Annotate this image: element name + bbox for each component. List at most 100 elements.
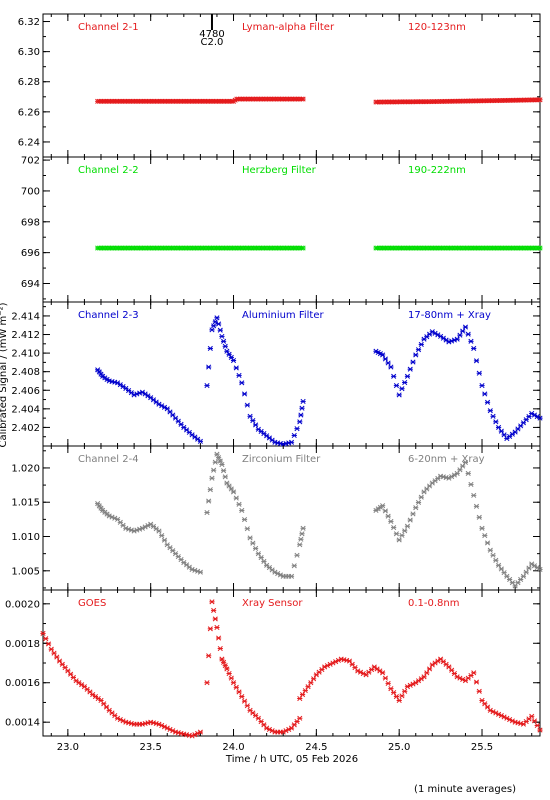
data-point	[537, 727, 543, 733]
data-point	[479, 383, 485, 389]
data-point	[214, 624, 220, 631]
data-point	[388, 364, 394, 370]
data-point	[98, 697, 104, 704]
data-point	[261, 558, 267, 564]
x-tick-label: 23.5	[140, 742, 162, 753]
data-point	[43, 636, 49, 642]
footer-note: (1 minute averages)	[414, 784, 516, 795]
data-point	[424, 670, 430, 676]
data-point	[413, 505, 419, 511]
data-point	[247, 535, 253, 541]
data-point	[244, 402, 250, 408]
data-point	[385, 360, 391, 366]
data-point	[402, 528, 408, 534]
data-point	[220, 338, 227, 344]
y-tick-label: 700	[21, 186, 40, 197]
text-layer: Time / h UTC, 05 Feb 2026 Calibrated Sig…	[0, 17, 516, 795]
panel-label: Herzberg Filter	[242, 165, 317, 176]
data-point	[473, 503, 480, 509]
data-point	[476, 688, 482, 694]
y-tick-label: 694	[21, 279, 40, 290]
data-point	[209, 327, 215, 333]
data-point	[297, 542, 303, 548]
data-point	[294, 552, 300, 558]
data-point	[380, 503, 386, 509]
data-point	[207, 345, 213, 352]
data-point	[399, 693, 405, 699]
data-point	[288, 439, 295, 445]
data-point	[300, 245, 306, 251]
data-point	[410, 511, 416, 517]
data-point	[471, 670, 477, 676]
data-point	[224, 666, 230, 672]
data-point	[204, 680, 210, 686]
panel-frame-5	[42, 589, 541, 737]
data-point	[457, 332, 463, 338]
y-tick-label: 1.015	[11, 498, 40, 509]
y-tick-label: 702	[21, 156, 40, 167]
data-point	[520, 573, 527, 579]
data-point	[230, 680, 237, 686]
data-point	[402, 688, 408, 694]
data-point	[402, 379, 408, 386]
data-point	[212, 459, 218, 465]
data-point	[68, 671, 74, 677]
data-point	[224, 348, 230, 354]
data-point	[258, 718, 264, 725]
panel-label: 190-222nm	[408, 165, 466, 176]
data-point	[391, 525, 397, 531]
panel-label: 0.1-0.8nm	[408, 598, 460, 609]
x-tick-label: 25.5	[471, 742, 493, 753]
data-point	[236, 501, 242, 507]
y-tick-label: 2.414	[11, 311, 40, 322]
data-point	[59, 661, 65, 667]
data-point	[396, 392, 402, 398]
panel-label: 17-80nm + Xray	[408, 310, 491, 321]
data-point	[244, 703, 250, 709]
data-point	[206, 653, 212, 659]
data-point	[504, 573, 510, 579]
data-point	[388, 518, 394, 524]
data-point	[534, 722, 540, 729]
data-point	[212, 616, 218, 622]
data-point	[298, 412, 304, 418]
data-point	[219, 656, 225, 662]
data-point	[230, 357, 237, 364]
data-point	[209, 599, 215, 605]
data-point	[380, 670, 386, 676]
data-point	[197, 438, 203, 444]
data-point	[487, 547, 493, 553]
data-point	[537, 245, 543, 251]
data-point	[300, 525, 306, 531]
data-point	[258, 554, 264, 561]
panel-frame-1	[42, 13, 541, 158]
y-tick-label: 6.26	[18, 107, 40, 118]
y-tick-label: 0.0020	[5, 599, 40, 610]
data-point	[220, 659, 227, 665]
data-point	[498, 566, 504, 572]
data-point	[468, 481, 474, 487]
data-point	[454, 336, 460, 342]
data-point	[479, 525, 485, 531]
data-point	[250, 418, 256, 424]
panel-label: Xray Sensor	[242, 598, 303, 609]
data-point	[415, 347, 422, 353]
data-point	[457, 467, 463, 473]
data-point	[484, 540, 491, 546]
data-point	[435, 658, 441, 664]
flare-marker-label-bottom: C2.0	[201, 37, 224, 48]
data-point	[415, 499, 422, 506]
data-point	[479, 697, 485, 704]
x-tick-label: 23.0	[57, 742, 79, 753]
data-point	[391, 690, 397, 696]
panel-frame-4	[42, 445, 541, 591]
panel-frame-3	[42, 301, 541, 447]
data-point	[204, 509, 210, 516]
data-point	[204, 383, 210, 389]
data-point	[493, 557, 499, 563]
data-point	[214, 451, 220, 457]
data-point	[255, 715, 261, 721]
data-point	[393, 531, 400, 537]
data-point	[233, 495, 239, 501]
data-point	[487, 408, 493, 414]
